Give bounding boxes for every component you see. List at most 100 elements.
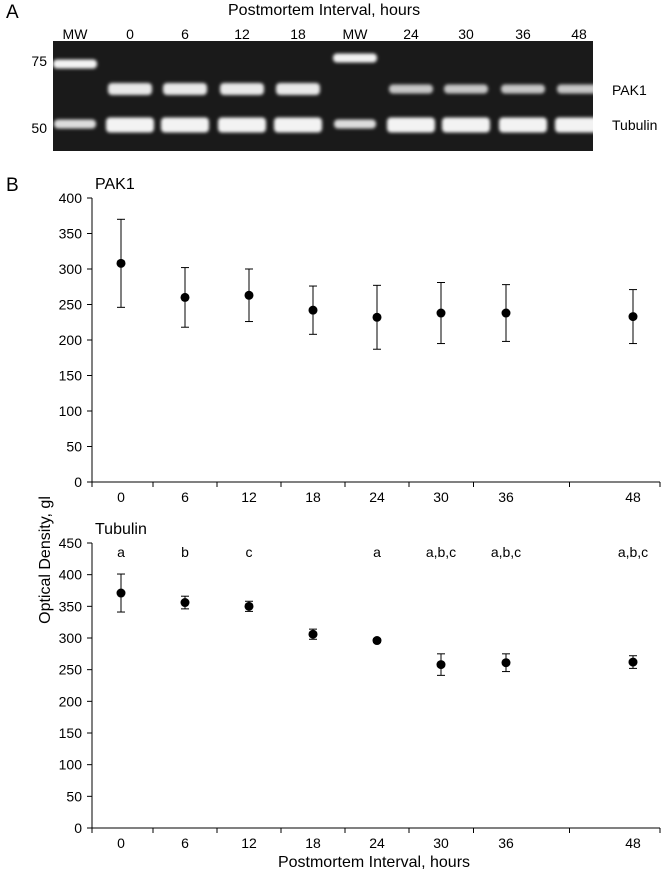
y-tick-label: 50 (66, 788, 82, 804)
plot-tubulin: Tubulin 0 50 100 150 200 250 300 350 400 450 0 6 12 18… (59, 521, 661, 851)
x-tick-label: 0 (117, 489, 125, 505)
tubulin-band (555, 117, 603, 133)
lane-label-7: 30 (458, 26, 474, 42)
significance-label: a (117, 544, 125, 560)
y-tick-label: 450 (59, 535, 83, 551)
y-tick-label: 50 (66, 439, 82, 455)
blot-bands (53, 53, 603, 133)
data-point (628, 312, 638, 322)
y-tick-label: 100 (59, 403, 83, 419)
plot-pak1: PAK1 0 50 100 150 200 250 300 350 400 0 6 12 18 24 30 36… (59, 176, 661, 505)
y-tick-label: 150 (59, 725, 83, 741)
significance-label: b (181, 544, 189, 560)
data-point (116, 588, 126, 598)
significance-label: a (373, 544, 381, 560)
significance-label: a,b,c (491, 544, 521, 560)
y-tick-label: 350 (59, 226, 83, 242)
blot-title: Postmortem Interval, hours (228, 2, 421, 19)
x-axis-label: Postmortem Interval, hours (278, 854, 470, 871)
data-point (501, 308, 511, 318)
lane-label-0: MW (62, 26, 88, 42)
data-point (308, 305, 318, 315)
x-tick-label: 6 (181, 835, 189, 851)
lane-label-2: 6 (181, 26, 189, 42)
mw-band-50 (334, 119, 376, 129)
data-point (180, 292, 190, 302)
pak1-band (220, 83, 264, 95)
x-tick-label: 24 (369, 489, 385, 505)
mw-band-75 (53, 59, 97, 69)
y-tick-label: 0 (74, 474, 82, 490)
tubulin-band (442, 117, 490, 133)
data-point (244, 601, 254, 611)
plot-title: PAK1 (95, 176, 135, 193)
y-tick-label: 250 (59, 662, 83, 678)
x-tick-label: 12 (241, 489, 257, 505)
y-axis-label: Optical Density, gl (37, 496, 54, 624)
lane-label-3: 12 (234, 26, 250, 42)
lane-label-5: MW (342, 26, 368, 42)
data-point (372, 312, 382, 322)
tubulin-band (499, 117, 547, 133)
data-point (436, 660, 446, 670)
y-tick-label: 200 (59, 332, 83, 348)
data-point (244, 290, 254, 300)
mw-band-75 (333, 53, 377, 63)
y-tick-label: 150 (59, 368, 83, 384)
y-tick-label: 200 (59, 693, 83, 709)
x-tick-label: 0 (117, 835, 125, 851)
y-tick-label: 300 (59, 630, 83, 646)
lane-label-8: 36 (515, 26, 531, 42)
significance-label: c (246, 544, 253, 560)
significance-label: a,b,c (426, 544, 456, 560)
pak1-band (163, 83, 207, 95)
plot-title: Tubulin (95, 521, 147, 538)
western-blot-image (53, 41, 603, 151)
x-tick-label: 18 (305, 489, 321, 505)
pak1-band (108, 83, 152, 95)
y-tick-label: 250 (59, 297, 83, 313)
x-tick-label: 24 (369, 835, 385, 851)
lane-label-1: 0 (126, 26, 134, 42)
tubulin-band (106, 117, 154, 133)
significance-label: a,b,c (618, 544, 648, 560)
mw-marker-75: 75 (31, 53, 47, 69)
data-point (180, 598, 190, 608)
x-tick-label: 30 (433, 489, 449, 505)
tubulin-band (387, 117, 435, 133)
pak1-band (444, 84, 488, 94)
y-tick-label: 100 (59, 757, 83, 773)
x-tick-label: 48 (625, 489, 641, 505)
data-point (116, 258, 126, 268)
lane-label-9: 48 (571, 26, 587, 42)
y-tick-label: 400 (59, 190, 83, 206)
pak1-band (501, 84, 545, 94)
x-tick-label: 36 (498, 835, 514, 851)
x-tick-label: 30 (433, 835, 449, 851)
band-label-tubulin: Tubulin (612, 117, 658, 133)
data-point (436, 308, 446, 318)
data-point (308, 629, 318, 639)
tubulin-band (274, 117, 322, 133)
x-tick-label: 12 (241, 835, 257, 851)
mw-marker-50: 50 (31, 120, 47, 136)
pak1-band (557, 84, 601, 94)
y-tick-label: 350 (59, 598, 83, 614)
y-tick-label: 400 (59, 567, 83, 583)
y-tick-label: 300 (59, 261, 83, 277)
panel-b-letter: B (6, 175, 19, 196)
data-point (628, 657, 638, 667)
y-tick-label: 0 (74, 820, 82, 836)
lane-label-6: 24 (403, 26, 419, 42)
lane-label-4: 18 (290, 26, 306, 42)
mw-band-50 (54, 119, 96, 129)
data-point (372, 636, 382, 646)
pak1-band (276, 83, 320, 95)
pak1-band (389, 84, 433, 94)
x-tick-label: 48 (625, 835, 641, 851)
band-label-pak1: PAK1 (612, 82, 647, 98)
x-tick-label: 36 (498, 489, 514, 505)
data-point (501, 658, 511, 668)
tubulin-band (161, 117, 209, 133)
